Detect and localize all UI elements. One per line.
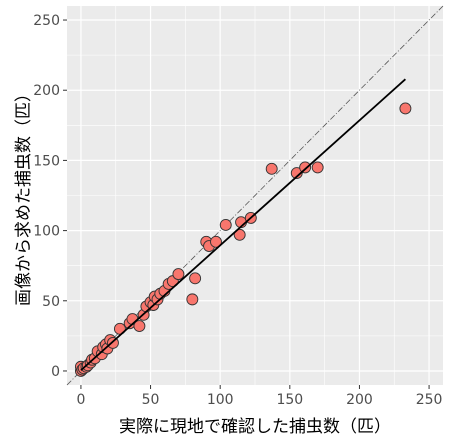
data-point xyxy=(189,272,202,285)
y-tick-label: 150 xyxy=(33,153,60,169)
y-tick-label: 250 xyxy=(33,13,60,29)
y-tick-label: 200 xyxy=(33,83,60,99)
data-point xyxy=(210,235,222,248)
data-point xyxy=(186,293,199,306)
y-axis-ticks: 0 50 100 150 200 250 xyxy=(33,13,67,380)
data-point xyxy=(311,161,324,174)
y-tick-label: 0 xyxy=(51,364,60,380)
y-axis-title: 画像から求めた捕虫数（匹） xyxy=(14,85,34,306)
x-tick-label: 150 xyxy=(276,392,303,408)
data-point xyxy=(399,102,412,115)
x-tick-label: 250 xyxy=(416,392,443,408)
major-gridlines xyxy=(67,6,443,385)
x-tick-label: 200 xyxy=(346,392,373,408)
data-point xyxy=(290,167,303,179)
data-point xyxy=(133,320,146,332)
data-point xyxy=(172,268,185,281)
x-tick-label: 100 xyxy=(207,392,234,408)
y-tick-label: 100 xyxy=(33,224,60,240)
y-tick-label: 50 xyxy=(42,294,60,310)
data-point xyxy=(219,219,232,231)
data-point xyxy=(299,161,312,174)
x-axis-title: 実際に現地で確認した捕虫数（匹） xyxy=(119,417,391,437)
regression-fit-line xyxy=(80,78,407,371)
x-tick-label: 50 xyxy=(142,392,160,408)
x-axis-ticks: 0 50 100 150 200 250 xyxy=(76,385,442,408)
x-tick-label: 0 xyxy=(76,392,85,408)
data-point xyxy=(233,228,246,241)
data-point xyxy=(265,162,278,175)
